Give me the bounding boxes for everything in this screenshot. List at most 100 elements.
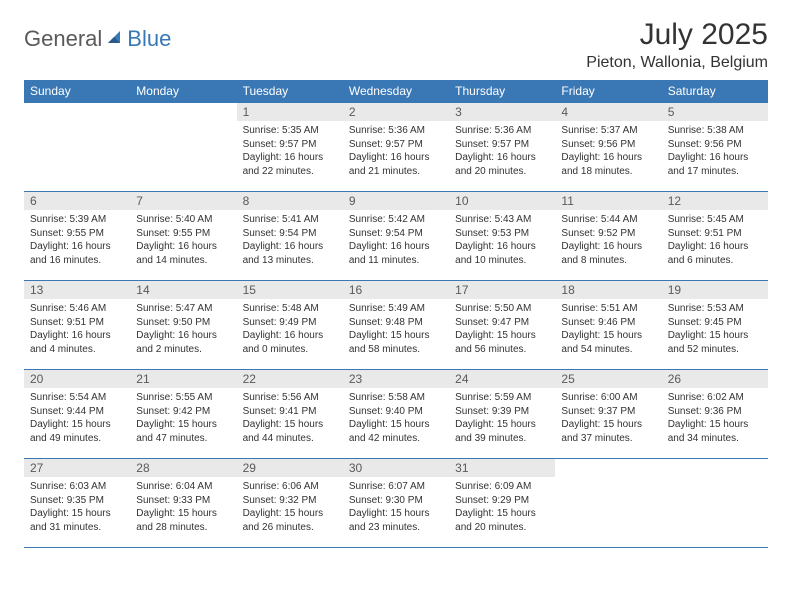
sunrise-text: Sunrise: 6:00 AM <box>561 391 655 405</box>
day-number: 21 <box>130 370 236 388</box>
day-cell: 30Sunrise: 6:07 AMSunset: 9:30 PMDayligh… <box>343 459 449 547</box>
day-number: 7 <box>130 192 236 210</box>
sunrise-text: Sunrise: 6:06 AM <box>243 480 337 494</box>
day-number: 16 <box>343 281 449 299</box>
day-cell: 17Sunrise: 5:50 AMSunset: 9:47 PMDayligh… <box>449 281 555 369</box>
day-number: 9 <box>343 192 449 210</box>
sunrise-text: Sunrise: 5:49 AM <box>349 302 443 316</box>
weekday-label: Sunday <box>24 80 130 102</box>
week-row: 27Sunrise: 6:03 AMSunset: 9:35 PMDayligh… <box>24 458 768 548</box>
day-details: Sunrise: 5:55 AMSunset: 9:42 PMDaylight:… <box>130 388 236 449</box>
daylight-text: Daylight: 16 hours and 8 minutes. <box>561 240 655 267</box>
day-cell: 16Sunrise: 5:49 AMSunset: 9:48 PMDayligh… <box>343 281 449 369</box>
day-number: 22 <box>237 370 343 388</box>
empty-day-cell <box>130 103 236 191</box>
day-cell: 2Sunrise: 5:36 AMSunset: 9:57 PMDaylight… <box>343 103 449 191</box>
daylight-text: Daylight: 15 hours and 58 minutes. <box>349 329 443 356</box>
day-cell: 29Sunrise: 6:06 AMSunset: 9:32 PMDayligh… <box>237 459 343 547</box>
sunrise-text: Sunrise: 6:04 AM <box>136 480 230 494</box>
day-cell: 9Sunrise: 5:42 AMSunset: 9:54 PMDaylight… <box>343 192 449 280</box>
header: General Blue July 2025 Pieton, Wallonia,… <box>24 18 768 72</box>
calendar-grid: SundayMondayTuesdayWednesdayThursdayFrid… <box>24 80 768 548</box>
daylight-text: Daylight: 15 hours and 52 minutes. <box>668 329 762 356</box>
sunrise-text: Sunrise: 5:43 AM <box>455 213 549 227</box>
sunrise-text: Sunrise: 5:46 AM <box>30 302 124 316</box>
day-number: 29 <box>237 459 343 477</box>
day-number: 23 <box>343 370 449 388</box>
weekday-header-row: SundayMondayTuesdayWednesdayThursdayFrid… <box>24 80 768 102</box>
day-details: Sunrise: 6:09 AMSunset: 9:29 PMDaylight:… <box>449 477 555 538</box>
sunrise-text: Sunrise: 5:55 AM <box>136 391 230 405</box>
day-number: 27 <box>24 459 130 477</box>
calendar-page: General Blue July 2025 Pieton, Wallonia,… <box>0 0 792 566</box>
sunset-text: Sunset: 9:56 PM <box>668 138 762 152</box>
day-details: Sunrise: 5:42 AMSunset: 9:54 PMDaylight:… <box>343 210 449 271</box>
sunrise-text: Sunrise: 5:37 AM <box>561 124 655 138</box>
day-details: Sunrise: 5:36 AMSunset: 9:57 PMDaylight:… <box>343 121 449 182</box>
day-number: 20 <box>24 370 130 388</box>
sunset-text: Sunset: 9:55 PM <box>30 227 124 241</box>
sunrise-text: Sunrise: 5:35 AM <box>243 124 337 138</box>
brand-word2: Blue <box>127 26 171 52</box>
sunrise-text: Sunrise: 6:03 AM <box>30 480 124 494</box>
sunrise-text: Sunrise: 5:38 AM <box>668 124 762 138</box>
day-number: 5 <box>662 103 768 121</box>
empty-day-cell <box>24 103 130 191</box>
daylight-text: Daylight: 15 hours and 42 minutes. <box>349 418 443 445</box>
day-number: 30 <box>343 459 449 477</box>
day-cell: 6Sunrise: 5:39 AMSunset: 9:55 PMDaylight… <box>24 192 130 280</box>
daylight-text: Daylight: 15 hours and 20 minutes. <box>455 507 549 534</box>
sunset-text: Sunset: 9:42 PM <box>136 405 230 419</box>
week-row: 13Sunrise: 5:46 AMSunset: 9:51 PMDayligh… <box>24 280 768 369</box>
sunset-text: Sunset: 9:30 PM <box>349 494 443 508</box>
day-cell: 3Sunrise: 5:36 AMSunset: 9:57 PMDaylight… <box>449 103 555 191</box>
day-cell: 24Sunrise: 5:59 AMSunset: 9:39 PMDayligh… <box>449 370 555 458</box>
location-label: Pieton, Wallonia, Belgium <box>586 54 768 72</box>
sunset-text: Sunset: 9:41 PM <box>243 405 337 419</box>
sunset-text: Sunset: 9:39 PM <box>455 405 549 419</box>
day-details: Sunrise: 5:51 AMSunset: 9:46 PMDaylight:… <box>555 299 661 360</box>
daylight-text: Daylight: 15 hours and 49 minutes. <box>30 418 124 445</box>
day-details: Sunrise: 6:07 AMSunset: 9:30 PMDaylight:… <box>343 477 449 538</box>
day-details: Sunrise: 5:40 AMSunset: 9:55 PMDaylight:… <box>130 210 236 271</box>
day-details: Sunrise: 6:04 AMSunset: 9:33 PMDaylight:… <box>130 477 236 538</box>
daylight-text: Daylight: 15 hours and 44 minutes. <box>243 418 337 445</box>
daylight-text: Daylight: 16 hours and 4 minutes. <box>30 329 124 356</box>
daylight-text: Daylight: 15 hours and 28 minutes. <box>136 507 230 534</box>
day-number: 31 <box>449 459 555 477</box>
day-cell: 27Sunrise: 6:03 AMSunset: 9:35 PMDayligh… <box>24 459 130 547</box>
sunset-text: Sunset: 9:51 PM <box>30 316 124 330</box>
day-details: Sunrise: 5:39 AMSunset: 9:55 PMDaylight:… <box>24 210 130 271</box>
daylight-text: Daylight: 15 hours and 56 minutes. <box>455 329 549 356</box>
sunset-text: Sunset: 9:46 PM <box>561 316 655 330</box>
day-number: 25 <box>555 370 661 388</box>
sunrise-text: Sunrise: 5:36 AM <box>349 124 443 138</box>
sunset-text: Sunset: 9:48 PM <box>349 316 443 330</box>
day-cell: 12Sunrise: 5:45 AMSunset: 9:51 PMDayligh… <box>662 192 768 280</box>
weekday-label: Saturday <box>662 80 768 102</box>
sunrise-text: Sunrise: 5:47 AM <box>136 302 230 316</box>
day-cell: 11Sunrise: 5:44 AMSunset: 9:52 PMDayligh… <box>555 192 661 280</box>
day-number: 18 <box>555 281 661 299</box>
sunrise-text: Sunrise: 5:58 AM <box>349 391 443 405</box>
weekday-label: Friday <box>555 80 661 102</box>
sunrise-text: Sunrise: 6:07 AM <box>349 480 443 494</box>
daylight-text: Daylight: 16 hours and 16 minutes. <box>30 240 124 267</box>
day-details: Sunrise: 5:44 AMSunset: 9:52 PMDaylight:… <box>555 210 661 271</box>
sunrise-text: Sunrise: 5:51 AM <box>561 302 655 316</box>
day-details: Sunrise: 5:49 AMSunset: 9:48 PMDaylight:… <box>343 299 449 360</box>
day-cell: 7Sunrise: 5:40 AMSunset: 9:55 PMDaylight… <box>130 192 236 280</box>
day-details: Sunrise: 5:41 AMSunset: 9:54 PMDaylight:… <box>237 210 343 271</box>
sunrise-text: Sunrise: 5:45 AM <box>668 213 762 227</box>
day-cell: 13Sunrise: 5:46 AMSunset: 9:51 PMDayligh… <box>24 281 130 369</box>
sunset-text: Sunset: 9:44 PM <box>30 405 124 419</box>
daylight-text: Daylight: 16 hours and 13 minutes. <box>243 240 337 267</box>
empty-day-cell <box>555 459 661 547</box>
day-cell: 18Sunrise: 5:51 AMSunset: 9:46 PMDayligh… <box>555 281 661 369</box>
daylight-text: Daylight: 15 hours and 39 minutes. <box>455 418 549 445</box>
sunrise-text: Sunrise: 5:36 AM <box>455 124 549 138</box>
sunset-text: Sunset: 9:40 PM <box>349 405 443 419</box>
day-cell: 5Sunrise: 5:38 AMSunset: 9:56 PMDaylight… <box>662 103 768 191</box>
day-cell: 25Sunrise: 6:00 AMSunset: 9:37 PMDayligh… <box>555 370 661 458</box>
sunset-text: Sunset: 9:55 PM <box>136 227 230 241</box>
